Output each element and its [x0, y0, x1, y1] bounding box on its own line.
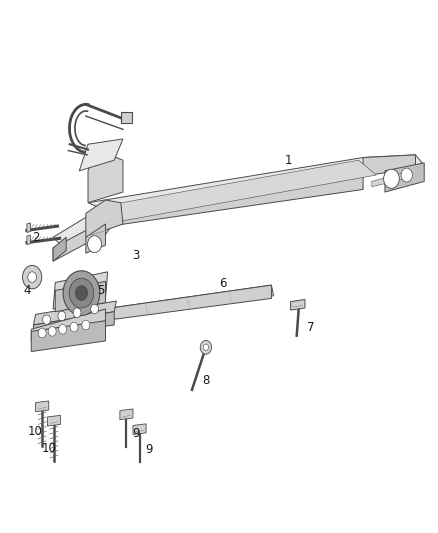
Polygon shape [133, 424, 146, 434]
Polygon shape [53, 272, 108, 309]
Circle shape [63, 271, 100, 316]
Polygon shape [88, 158, 385, 216]
Polygon shape [88, 150, 123, 203]
Polygon shape [103, 285, 272, 321]
Circle shape [59, 325, 67, 334]
Circle shape [42, 315, 50, 325]
Circle shape [75, 286, 88, 301]
Text: 2: 2 [32, 231, 39, 244]
Polygon shape [363, 155, 416, 176]
Polygon shape [47, 415, 60, 426]
Text: 3: 3 [132, 249, 140, 262]
Text: 10: 10 [27, 425, 42, 438]
Circle shape [91, 304, 99, 314]
Text: 5: 5 [97, 284, 105, 297]
Circle shape [82, 320, 90, 330]
Polygon shape [31, 321, 106, 352]
Circle shape [88, 236, 102, 253]
Polygon shape [121, 112, 132, 123]
Polygon shape [33, 301, 117, 325]
Polygon shape [290, 300, 305, 310]
Text: 9: 9 [132, 427, 140, 440]
Polygon shape [53, 229, 88, 261]
Text: 9: 9 [145, 443, 153, 456]
Polygon shape [33, 312, 114, 336]
Text: 7: 7 [307, 321, 314, 334]
Polygon shape [55, 281, 106, 312]
Circle shape [203, 344, 208, 351]
Polygon shape [31, 309, 106, 341]
Circle shape [28, 272, 36, 282]
Text: 1: 1 [285, 154, 293, 167]
Circle shape [22, 265, 42, 289]
Polygon shape [79, 139, 123, 171]
Polygon shape [86, 200, 123, 237]
Polygon shape [88, 176, 363, 229]
Polygon shape [363, 155, 424, 171]
Polygon shape [53, 237, 66, 261]
Text: 4: 4 [23, 284, 31, 297]
Circle shape [48, 327, 56, 336]
Polygon shape [86, 224, 106, 253]
Polygon shape [385, 163, 424, 192]
Polygon shape [27, 235, 30, 245]
Polygon shape [372, 171, 411, 187]
Polygon shape [103, 285, 274, 320]
Polygon shape [101, 160, 376, 222]
Circle shape [38, 328, 46, 338]
Text: 6: 6 [219, 277, 227, 290]
Polygon shape [27, 223, 30, 232]
Circle shape [200, 341, 212, 354]
Circle shape [73, 308, 81, 318]
Circle shape [70, 322, 78, 332]
Circle shape [58, 311, 66, 321]
Polygon shape [53, 216, 119, 251]
Polygon shape [120, 409, 133, 419]
Circle shape [401, 168, 413, 182]
Polygon shape [35, 401, 49, 411]
Circle shape [384, 169, 399, 188]
Text: 8: 8 [202, 374, 210, 387]
Text: 10: 10 [41, 442, 56, 455]
Circle shape [69, 278, 94, 308]
